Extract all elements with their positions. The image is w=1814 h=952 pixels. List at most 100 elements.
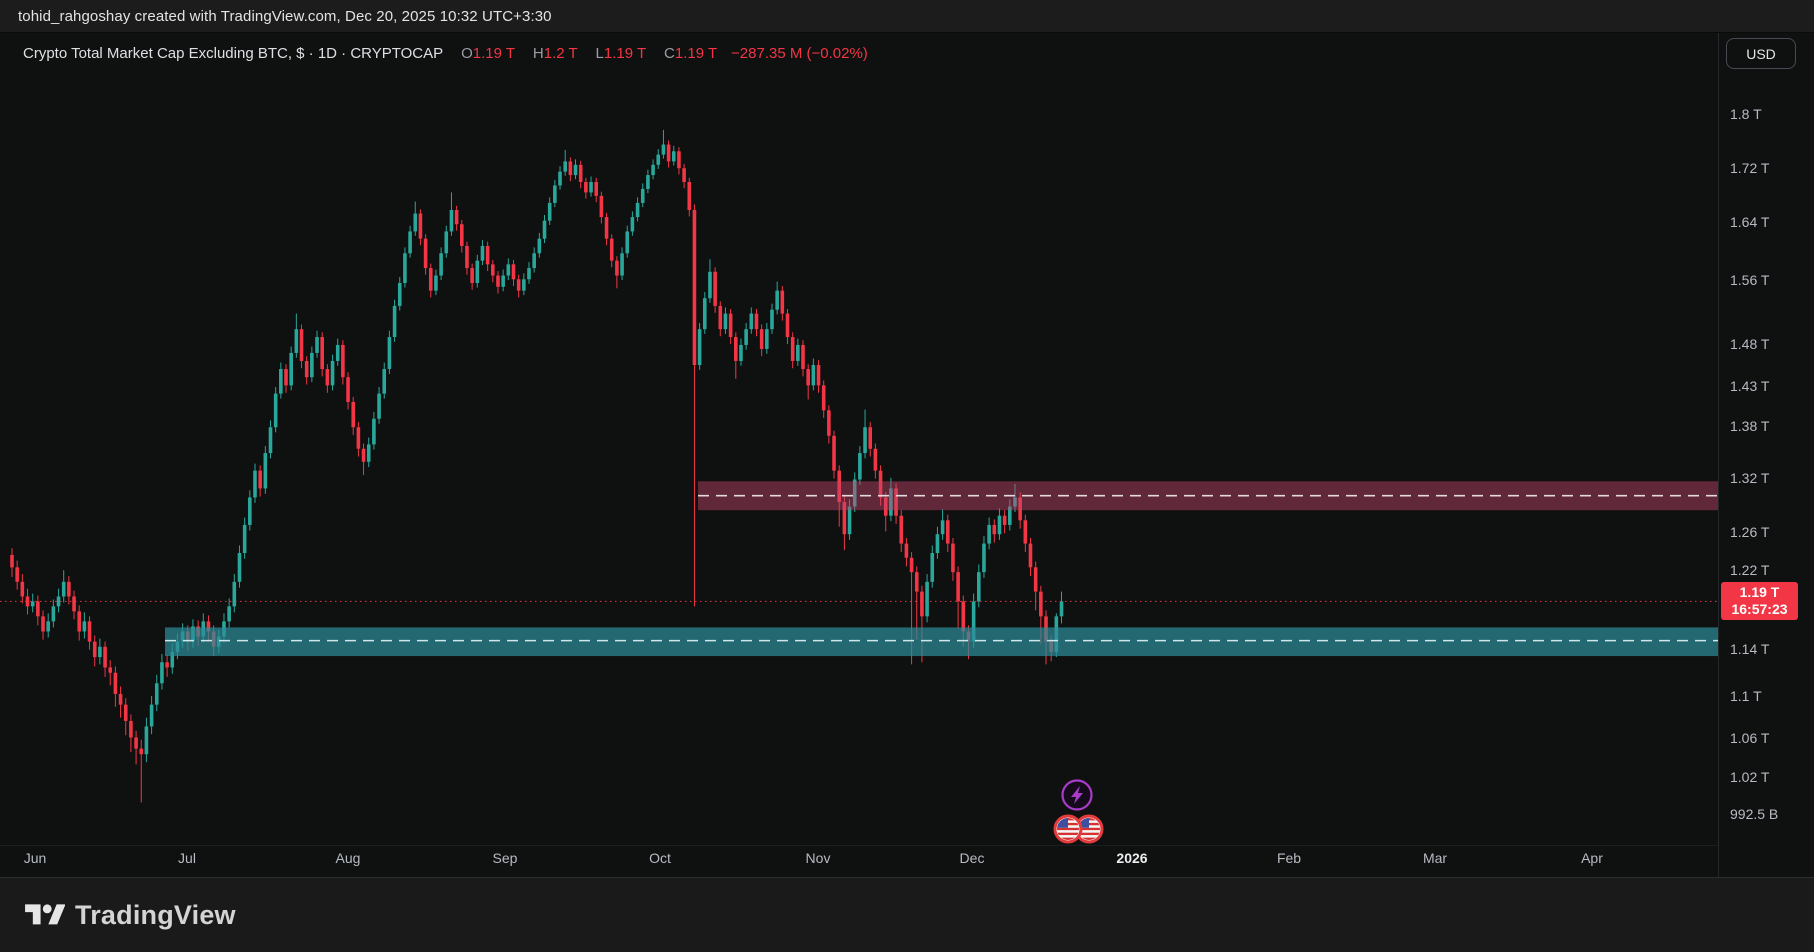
time-tick-label: Jul [178,850,196,866]
candle-body [992,524,997,535]
candle-body [1023,520,1028,544]
candle-body [123,704,128,721]
candle-body [765,329,769,349]
candle-body [589,181,593,193]
candle-body [284,369,288,386]
candle-body [470,268,474,284]
candle-body [847,506,852,535]
lightning-event-icon[interactable] [1061,779,1093,811]
candle-body [894,488,898,516]
candle-body [294,329,299,353]
candle-body [971,601,976,642]
candle-body [480,245,485,261]
candle-body [909,557,914,573]
ohlc-low-value: 1.19 T [603,45,646,62]
attribution-text: tohid_rahgoshay created with TradingView… [18,7,552,25]
candle-body [113,672,118,694]
candle-body [744,329,748,345]
candle-body [770,309,774,330]
candle-body [1028,543,1033,568]
candles-group [10,129,1064,803]
candle-body [496,275,500,287]
price-tick-label: 1.38 T [1730,418,1770,434]
demand-zone[interactable] [165,627,1718,657]
candle-body [72,596,76,612]
candle-body [408,231,412,254]
candle-body [961,601,966,632]
candle-body [382,369,387,394]
candle-body [604,217,609,239]
candle-body [206,621,211,632]
time-tick-label: Dec [959,850,985,866]
current-price-label: 1.19 T 16:57:23 [1721,582,1798,621]
candle-body [361,448,366,462]
time-tick-label: 2026 [1116,850,1148,866]
candle-body [351,401,356,428]
candle-body [945,520,950,544]
candle-body [335,344,340,361]
candle-body [821,385,826,411]
current-price-value: 1.19 T [1739,584,1780,601]
us-flag-event-left[interactable] [1053,814,1083,844]
candle-body [796,344,800,361]
candle-body [930,553,935,582]
candle-body [651,164,655,176]
candle-body [56,596,61,607]
candle-body [889,488,893,516]
candle-body [232,581,237,607]
candle-body [832,435,836,471]
us-flag-event-right[interactable] [1074,814,1104,844]
candle-body [1008,506,1012,525]
symbol-header[interactable]: Crypto Total Market Cap Excluding BTC, $… [23,45,868,62]
candle-body [837,470,841,502]
candle-body [749,313,754,330]
time-tick-label: Mar [1422,850,1448,866]
time-tick-label: Apr [1581,850,1603,866]
candle-body [459,224,464,246]
time-tick-label: Aug [335,850,361,866]
candle-body [299,329,304,361]
candle-body [392,305,397,338]
bar-countdown: 16:57:23 [1731,601,1788,618]
candle-body [165,662,169,668]
tradingview-logo-icon [25,903,65,924]
candle-body [563,161,567,172]
candle-body [982,543,986,573]
candle-body [811,364,816,386]
price-tick-label: 1.02 T [1730,769,1770,785]
candle-body [372,418,376,445]
candle-body [454,209,459,225]
candle-body [428,268,433,291]
currency-usd-button[interactable]: USD [1726,38,1796,69]
price-tick-label: 1.48 T [1730,336,1770,352]
candle-body [501,275,505,287]
candle-body [273,393,278,428]
candle-body [36,601,40,617]
us-flag-glyph [1078,818,1100,840]
candle-body [842,501,847,535]
candle-body [465,245,469,269]
symbol-title[interactable]: Crypto Total Market Cap Excluding BTC, $… [23,45,443,62]
candle-body [15,567,19,582]
candle-body [134,737,138,749]
candle-body [346,377,350,402]
time-tick-label: Oct [649,850,671,866]
candle-body [940,520,945,535]
candle-body [263,453,268,489]
candle-body [387,337,392,370]
candle-body [734,337,738,361]
candle-body [692,209,697,365]
candle-body [790,337,795,361]
candle-body [160,662,164,684]
candle-body [873,448,878,471]
candlestick-chart[interactable] [0,33,1814,877]
chart-panel[interactable]: Crypto Total Market Cap Excluding BTC, $… [0,33,1814,877]
candle-body [377,393,381,419]
candle-body [775,290,779,310]
candle-body [635,202,640,218]
candle-body [682,168,686,182]
candle-body [516,279,521,291]
candle-body [439,253,443,276]
candle-body [61,581,66,597]
candle-body [656,154,661,165]
